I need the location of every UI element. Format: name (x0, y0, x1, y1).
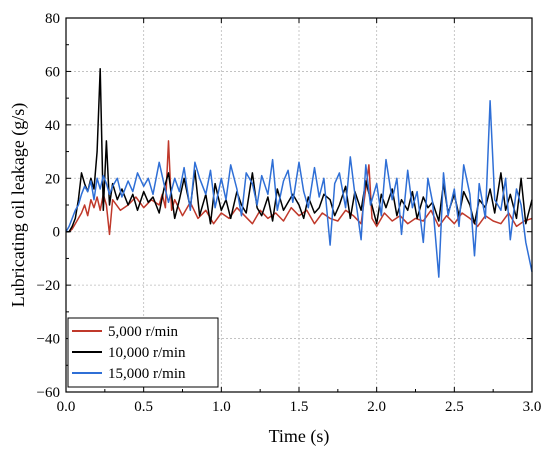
x-tick-label: 3.0 (523, 399, 542, 415)
legend-entry: 10,000 r/min (108, 345, 186, 361)
axis-ticks (65, 17, 533, 393)
grid-lines (66, 18, 532, 392)
y-tick-labels: −60 −40 −20 0 20 40 60 80 (37, 11, 60, 401)
legend-entry: 15,000 r/min (108, 366, 186, 382)
y-tick-label: 60 (45, 64, 60, 80)
y-tick-label: −20 (37, 278, 60, 294)
x-tick-label: 2.5 (445, 399, 464, 415)
y-axis-label: Lubricating oil leakage (g/s) (8, 103, 29, 307)
y-tick-label: −60 (37, 385, 60, 401)
x-tick-label: 1.5 (290, 399, 309, 415)
y-tick-label: 0 (53, 225, 61, 241)
y-tick-label: −40 (37, 332, 60, 348)
x-tick-label: 1.0 (212, 399, 231, 415)
x-axis-label: Time (s) (269, 426, 330, 447)
x-tick-labels: 0.0 0.5 1.0 1.5 2.0 2.5 3.0 (57, 399, 542, 415)
x-tick-label: 2.0 (367, 399, 386, 415)
y-tick-label: 40 (45, 118, 60, 134)
x-tick-label: 0.0 (57, 399, 76, 415)
legend: 5,000 r/min 10,000 r/min 15,000 r/min (67, 317, 219, 388)
series-line-3 (65, 100, 533, 278)
legend-entry: 5,000 r/min (108, 324, 178, 340)
x-tick-label: 0.5 (134, 399, 153, 415)
y-tick-label: 20 (45, 171, 60, 187)
series-lines (65, 68, 533, 278)
y-tick-label: 80 (45, 11, 60, 27)
